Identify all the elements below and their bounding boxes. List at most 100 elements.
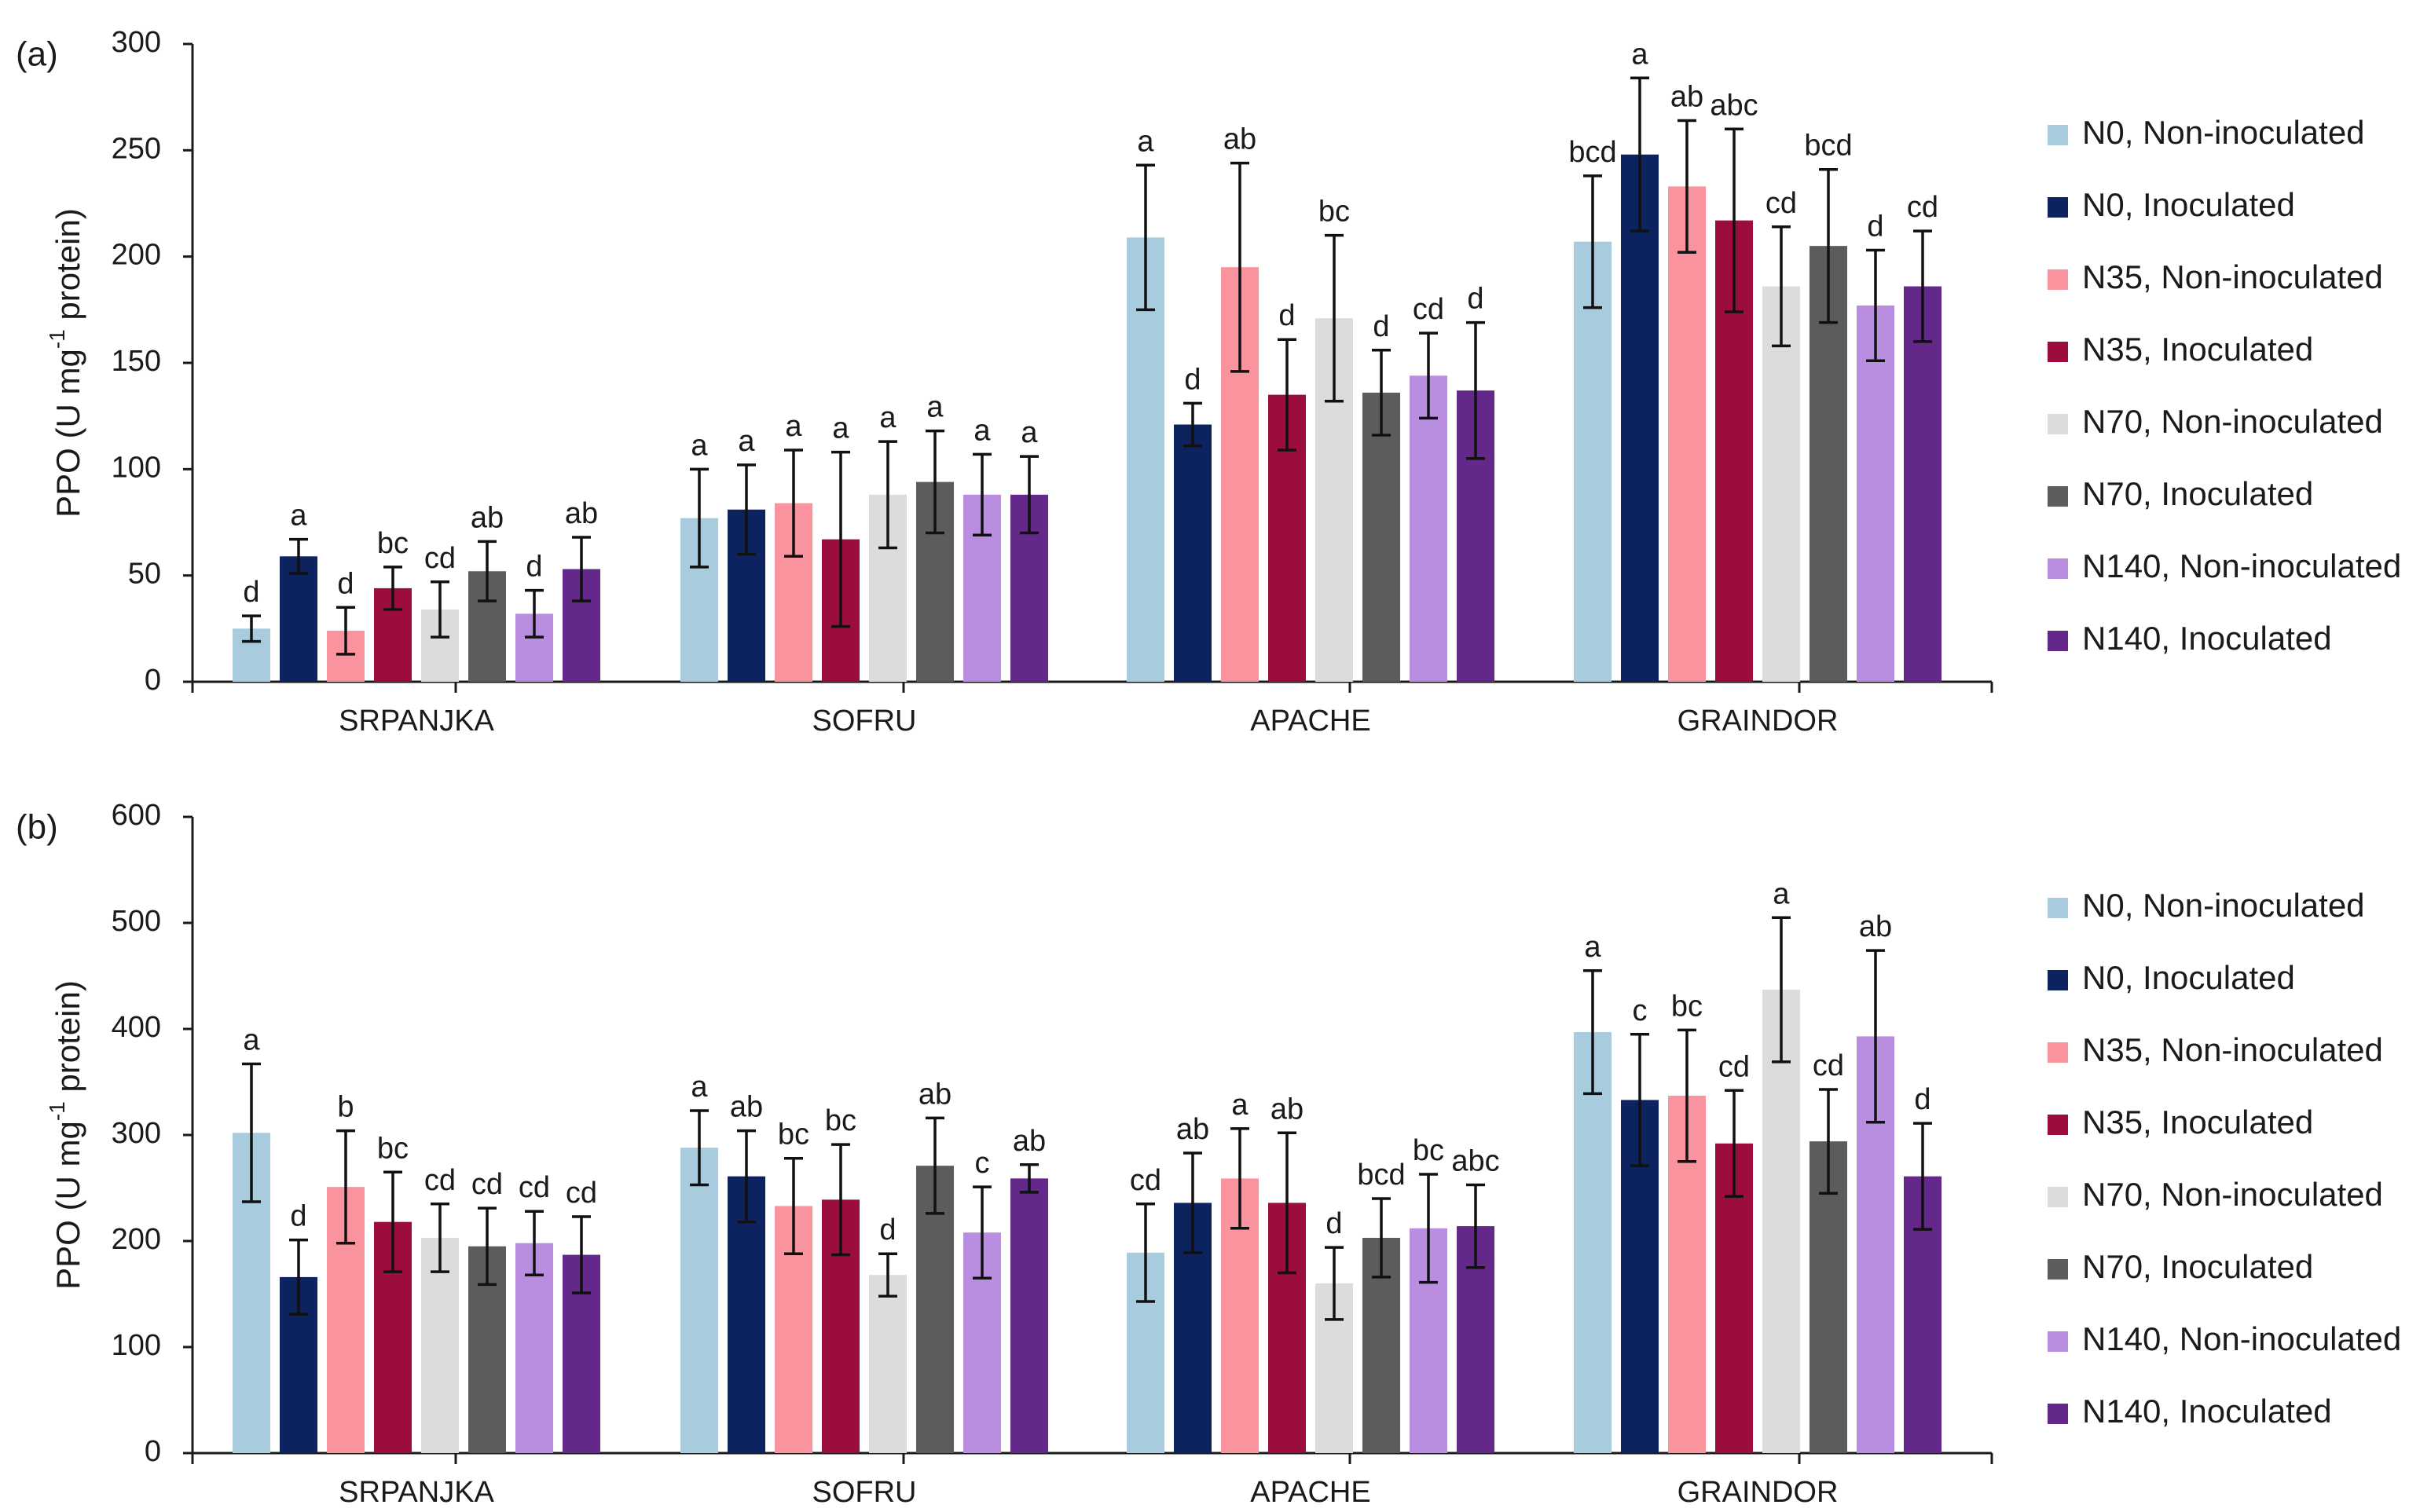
significance-letter: d: [290, 1200, 306, 1233]
legend-label: N35, Non-inoculated: [2082, 1031, 2383, 1068]
y-tick-label: 100: [112, 451, 161, 484]
category-label: SOFRU: [812, 705, 917, 738]
legend-swatch: [2048, 1187, 2068, 1207]
bar[interactable]: [1010, 1178, 1048, 1453]
y-tick-label: 0: [145, 664, 161, 697]
bar[interactable]: [1762, 286, 1800, 682]
legend-swatch: [2048, 486, 2068, 507]
category-label: SRPANJKA: [339, 1476, 494, 1509]
legend-label: N0, Inoculated: [2082, 186, 2295, 223]
legend-label: N140, Inoculated: [2082, 620, 2332, 657]
significance-letter: a: [1021, 416, 1038, 449]
legend-swatch: [2048, 558, 2068, 579]
significance-letter: cd: [1813, 1049, 1844, 1082]
legend-label: N0, Non-inoculated: [2082, 887, 2365, 924]
significance-letter: bc: [778, 1118, 809, 1151]
y-tick-label: 300: [112, 26, 161, 59]
legend-label: N35, Non-inoculated: [2082, 258, 2383, 295]
category-label: SOFRU: [812, 1476, 917, 1509]
legend-label: N35, Inoculated: [2082, 1104, 2313, 1140]
bar[interactable]: [421, 1237, 459, 1453]
bar[interactable]: [1857, 305, 1894, 682]
bar[interactable]: [1174, 424, 1212, 682]
y-axis-title: PPO (U mg-1 protein): [45, 980, 86, 1290]
bar[interactable]: [1904, 286, 1942, 682]
bar[interactable]: [680, 1148, 718, 1453]
legend-swatch: [2048, 1115, 2068, 1135]
significance-letter: ab: [1223, 123, 1256, 156]
significance-letter: c: [1633, 994, 1648, 1027]
significance-letter: d: [1326, 1207, 1342, 1240]
significance-letter: ab: [1859, 910, 1892, 943]
legend-label: N140, Inoculated: [2082, 1393, 2332, 1430]
significance-letter: cd: [1413, 293, 1444, 326]
significance-letter: ab: [1670, 80, 1703, 113]
significance-letter: cd: [1766, 187, 1797, 220]
legend-label: N70, Non-inoculated: [2082, 403, 2383, 440]
legend-label: N70, Inoculated: [2082, 475, 2313, 512]
category-label: APACHE: [1250, 705, 1370, 738]
category-label: GRAINDOR: [1678, 1476, 1839, 1509]
bar[interactable]: [1621, 154, 1659, 682]
bar[interactable]: [1574, 1032, 1612, 1453]
significance-letter: cd: [566, 1177, 597, 1210]
significance-letter: b: [337, 1091, 354, 1124]
significance-letter: ab: [1013, 1125, 1046, 1158]
y-tick-label: 200: [112, 239, 161, 272]
significance-letter: bc: [1671, 990, 1703, 1023]
y-tick-label: 150: [112, 345, 161, 378]
legend-label: N0, Inoculated: [2082, 959, 2295, 996]
bar[interactable]: [1574, 241, 1612, 683]
significance-letter: bcd: [1568, 136, 1616, 169]
significance-letter: cd: [424, 542, 456, 575]
y-tick-label: 300: [112, 1117, 161, 1150]
significance-letter: c: [975, 1147, 990, 1180]
significance-letter: cd: [1907, 191, 1938, 224]
y-axis-title-end: protein): [50, 208, 86, 329]
legend-label: N35, Inoculated: [2082, 331, 2313, 368]
bar[interactable]: [1362, 392, 1400, 682]
legend-swatch: [2048, 1042, 2068, 1063]
significance-letter: a: [785, 410, 802, 443]
bar[interactable]: [1762, 990, 1800, 1453]
significance-letter: bcd: [1357, 1159, 1405, 1192]
y-axis-title-main: PPO (U mg: [50, 349, 86, 518]
bar[interactable]: [1127, 237, 1164, 683]
bar[interactable]: [515, 1243, 553, 1453]
significance-letter: d: [243, 576, 259, 609]
bar[interactable]: [869, 1275, 907, 1453]
significance-letter: a: [926, 391, 944, 424]
significance-letter: d: [1373, 310, 1389, 343]
legend-swatch: [2048, 342, 2068, 362]
significance-letter: a: [290, 500, 307, 533]
significance-letter: bc: [1318, 196, 1350, 229]
significance-letter: a: [832, 412, 849, 445]
significance-letter: ab: [918, 1078, 952, 1111]
y-tick-label: 250: [112, 132, 161, 165]
bar[interactable]: [280, 556, 317, 682]
significance-letter: d: [1467, 283, 1483, 316]
legend-swatch: [2048, 898, 2068, 918]
y-axis-title-sup: -1: [45, 329, 69, 349]
significance-letter: cd: [1718, 1050, 1750, 1083]
legend-swatch: [2048, 1404, 2068, 1424]
significance-letter: bc: [1413, 1134, 1444, 1167]
significance-letter: d: [1914, 1083, 1930, 1116]
significance-letter: ab: [1176, 1113, 1209, 1146]
legend-swatch: [2048, 1331, 2068, 1352]
category-label: SRPANJKA: [339, 705, 494, 738]
significance-letter: abc: [1710, 89, 1758, 122]
significance-letter: a: [1231, 1089, 1248, 1122]
bar[interactable]: [1410, 375, 1447, 682]
significance-letter: ab: [1270, 1093, 1304, 1126]
significance-letter: cd: [424, 1164, 456, 1197]
significance-letter: abc: [1451, 1144, 1499, 1177]
bar[interactable]: [1668, 186, 1706, 682]
significance-letter: d: [1867, 211, 1883, 243]
y-axis-title: PPO (U mg-1 protein): [45, 208, 86, 518]
y-axis-title-main: PPO (U mg: [50, 1121, 86, 1290]
y-axis-title-end: protein): [50, 980, 86, 1101]
legend-label: N140, Non-inoculated: [2082, 1320, 2401, 1357]
legend-label: N70, Inoculated: [2082, 1248, 2313, 1285]
